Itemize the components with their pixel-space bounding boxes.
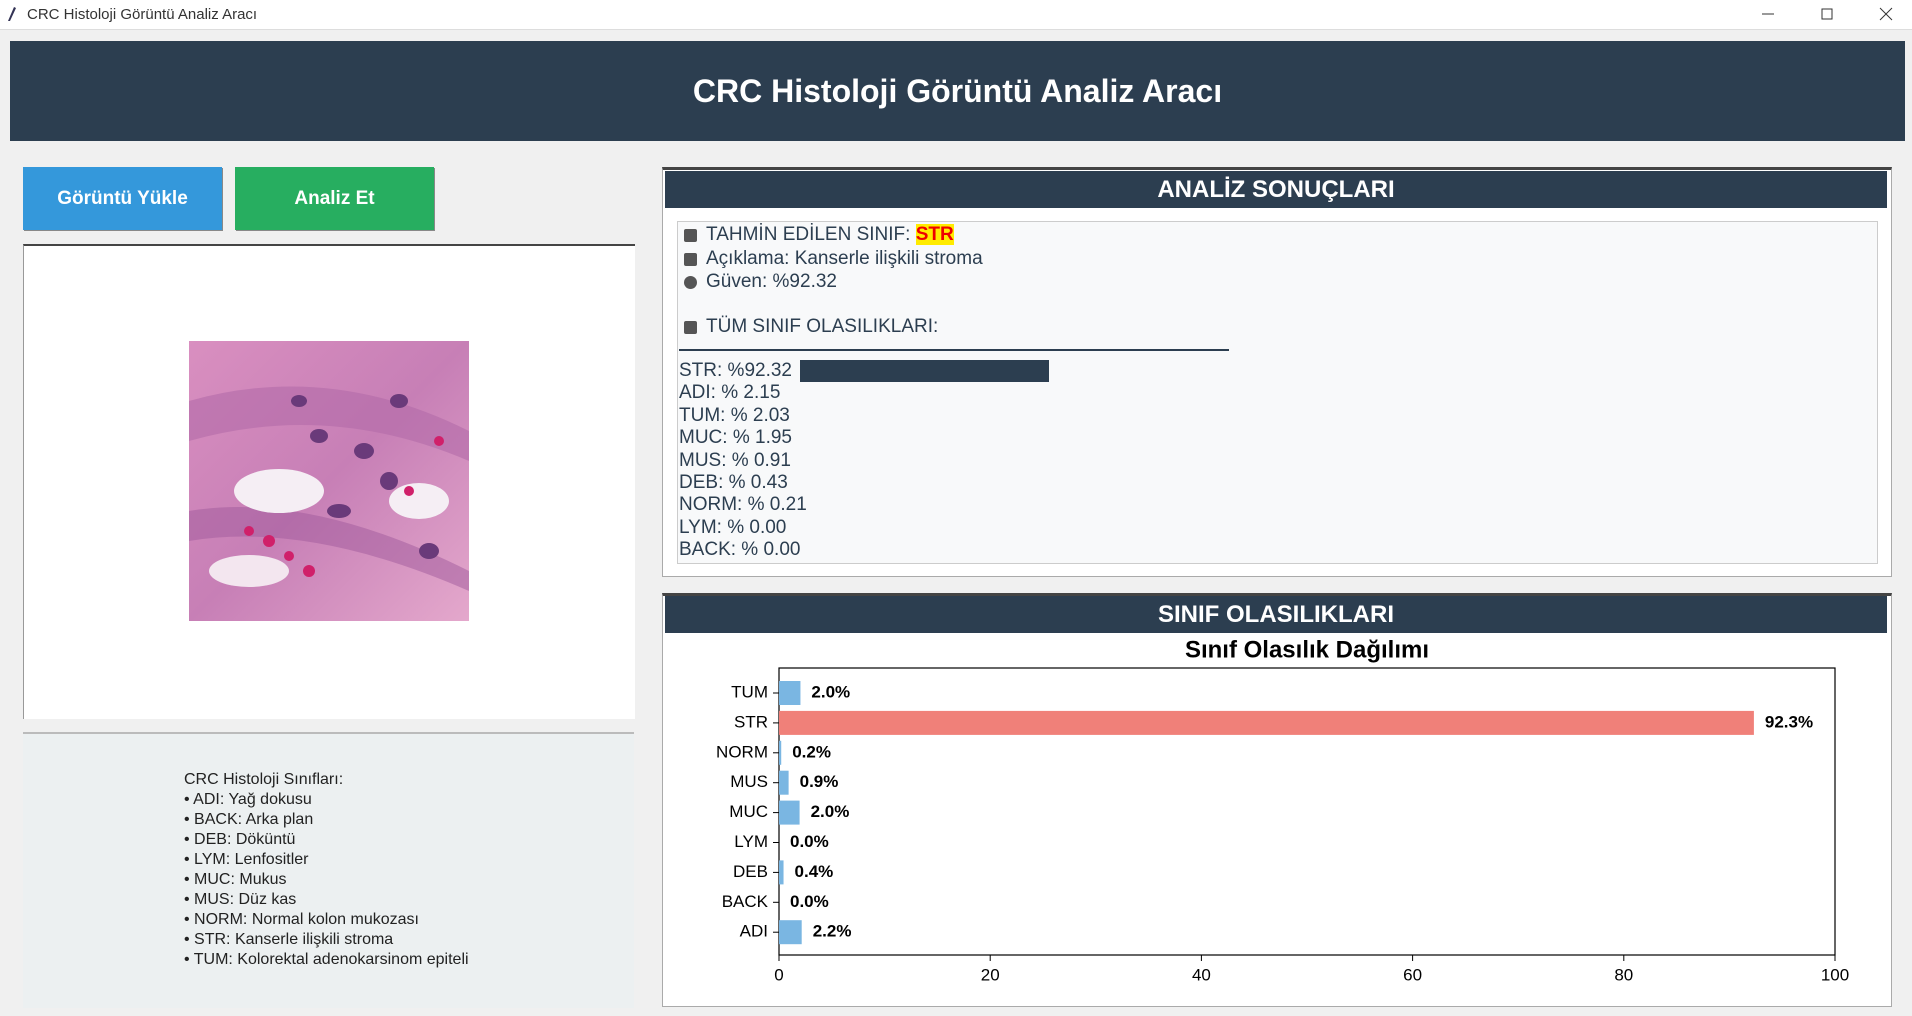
- y-tick-label: MUS: [730, 772, 768, 791]
- y-tick-label: NORM: [716, 742, 768, 761]
- probability-list: STR: %92.32 ADI: % 2.15 TUM: % 2.03 MUC: % …: [679, 360, 807, 562]
- icon: [684, 321, 697, 334]
- chart-header: SINIF OLASILIKLARI: [665, 596, 1887, 633]
- separator: [679, 349, 1229, 351]
- description: Açıklama: Kanserle ilişkili stroma: [706, 248, 983, 269]
- icon: [684, 276, 697, 289]
- y-tick-label: BACK: [722, 892, 769, 911]
- class-info-item: • ADI: Yağ dokusu: [184, 791, 312, 808]
- y-tick-label: ADI: [740, 922, 768, 941]
- x-tick-label: 80: [1614, 965, 1633, 984]
- bar: [779, 740, 782, 765]
- probability-line: DEB: % 0.43: [679, 472, 788, 494]
- y-tick-label: DEB: [733, 862, 768, 881]
- histology-image: [189, 341, 469, 621]
- probability-line: LYM: % 0.00: [679, 516, 787, 538]
- class-info-item: • STR: Kanserle ilişkili stroma: [184, 931, 394, 948]
- y-tick-label: TUM: [731, 682, 768, 701]
- class-info-item: • MUC: Mukus: [184, 871, 287, 888]
- value-label: 2.0%: [811, 802, 850, 821]
- value-label: 92.3%: [1765, 712, 1813, 731]
- probability-line: ADI: % 2.15: [679, 382, 781, 404]
- app-icon: [8, 7, 16, 21]
- text-bar: [800, 360, 1049, 382]
- chart-title: Sınıf Olasılık Dağılımı: [1185, 636, 1429, 663]
- x-tick-label: 60: [1403, 965, 1422, 984]
- class-info: CRC Histoloji Sınıfları: • ADI: Yağ doku…: [184, 770, 469, 970]
- probability-line: TUM: % 2.03: [679, 404, 790, 426]
- class-info-item: • BACK: Arka plan: [184, 811, 314, 828]
- value-label: 2.2%: [813, 922, 852, 941]
- y-tick-label: MUC: [729, 802, 768, 821]
- probability-line: STR: %92.32: [679, 360, 792, 381]
- x-tick-label: 100: [1821, 965, 1849, 984]
- prediction-label: TAHMİN EDİLEN SINIF:: [706, 224, 911, 245]
- class-info-heading: CRC Histoloji Sınıfları:: [184, 771, 344, 788]
- class-info-item: • TUM: Kolorektal adenokarsinom epiteli: [184, 951, 469, 968]
- all-probabilities-title: TÜM SINIF OLASILIKLARI:: [706, 316, 939, 337]
- x-tick-label: 40: [1192, 965, 1211, 984]
- prediction-line: TAHMİN EDİLEN SINIF: STR: [706, 224, 954, 246]
- class-info-item: • NORM: Normal kolon mukozası: [184, 911, 419, 928]
- bar: [779, 920, 802, 945]
- value-label: 0.2%: [792, 742, 831, 761]
- class-info-item: • MUS: Düz kas: [184, 891, 297, 908]
- confidence: Güven: %92.32: [706, 271, 837, 292]
- bar: [779, 681, 801, 705]
- x-tick-label: 0: [774, 965, 783, 984]
- probability-line: BACK: % 0.00: [679, 539, 801, 561]
- value-label: 0.9%: [800, 772, 839, 791]
- value-label: 0.0%: [790, 892, 829, 911]
- bar: [779, 860, 784, 885]
- window-controls[interactable]: [1750, 0, 1912, 29]
- value-label: 2.0%: [811, 682, 850, 701]
- icon: [684, 229, 697, 242]
- class-info-panel: [23, 732, 634, 1008]
- app-header: CRC Histoloji Görüntü Analiz Aracı: [10, 41, 1905, 141]
- bar: [779, 800, 800, 825]
- x-tick-label: 20: [981, 965, 1000, 984]
- value-label: 0.4%: [795, 862, 834, 881]
- predicted-class: STR: [915, 224, 954, 245]
- probability-line: MUC: % 1.95: [679, 427, 792, 449]
- class-info-item: • LYM: Lenfositler: [184, 851, 309, 868]
- window-title: CRC Histoloji Görüntü Analiz Aracı: [27, 6, 258, 23]
- y-tick-label: STR: [734, 712, 768, 731]
- results-header: ANALİZ SONUÇLARI: [665, 171, 1887, 208]
- analyze-button[interactable]: Analiz Et: [235, 167, 434, 230]
- class-info-item: • DEB: Döküntü: [184, 831, 296, 848]
- y-tick-label: LYM: [734, 832, 768, 851]
- bar: [779, 710, 1754, 735]
- bar: [779, 770, 789, 795]
- probability-line: NORM: % 0.21: [679, 494, 807, 516]
- icon: [684, 253, 697, 266]
- value-label: 0.0%: [790, 832, 829, 851]
- load-image-button[interactable]: Görüntü Yükle: [23, 167, 222, 230]
- title-bar: CRC Histoloji Görüntü Analiz Aracı: [0, 0, 1912, 30]
- probability-line: MUS: % 0.91: [679, 449, 791, 471]
- results-box: [677, 221, 1878, 564]
